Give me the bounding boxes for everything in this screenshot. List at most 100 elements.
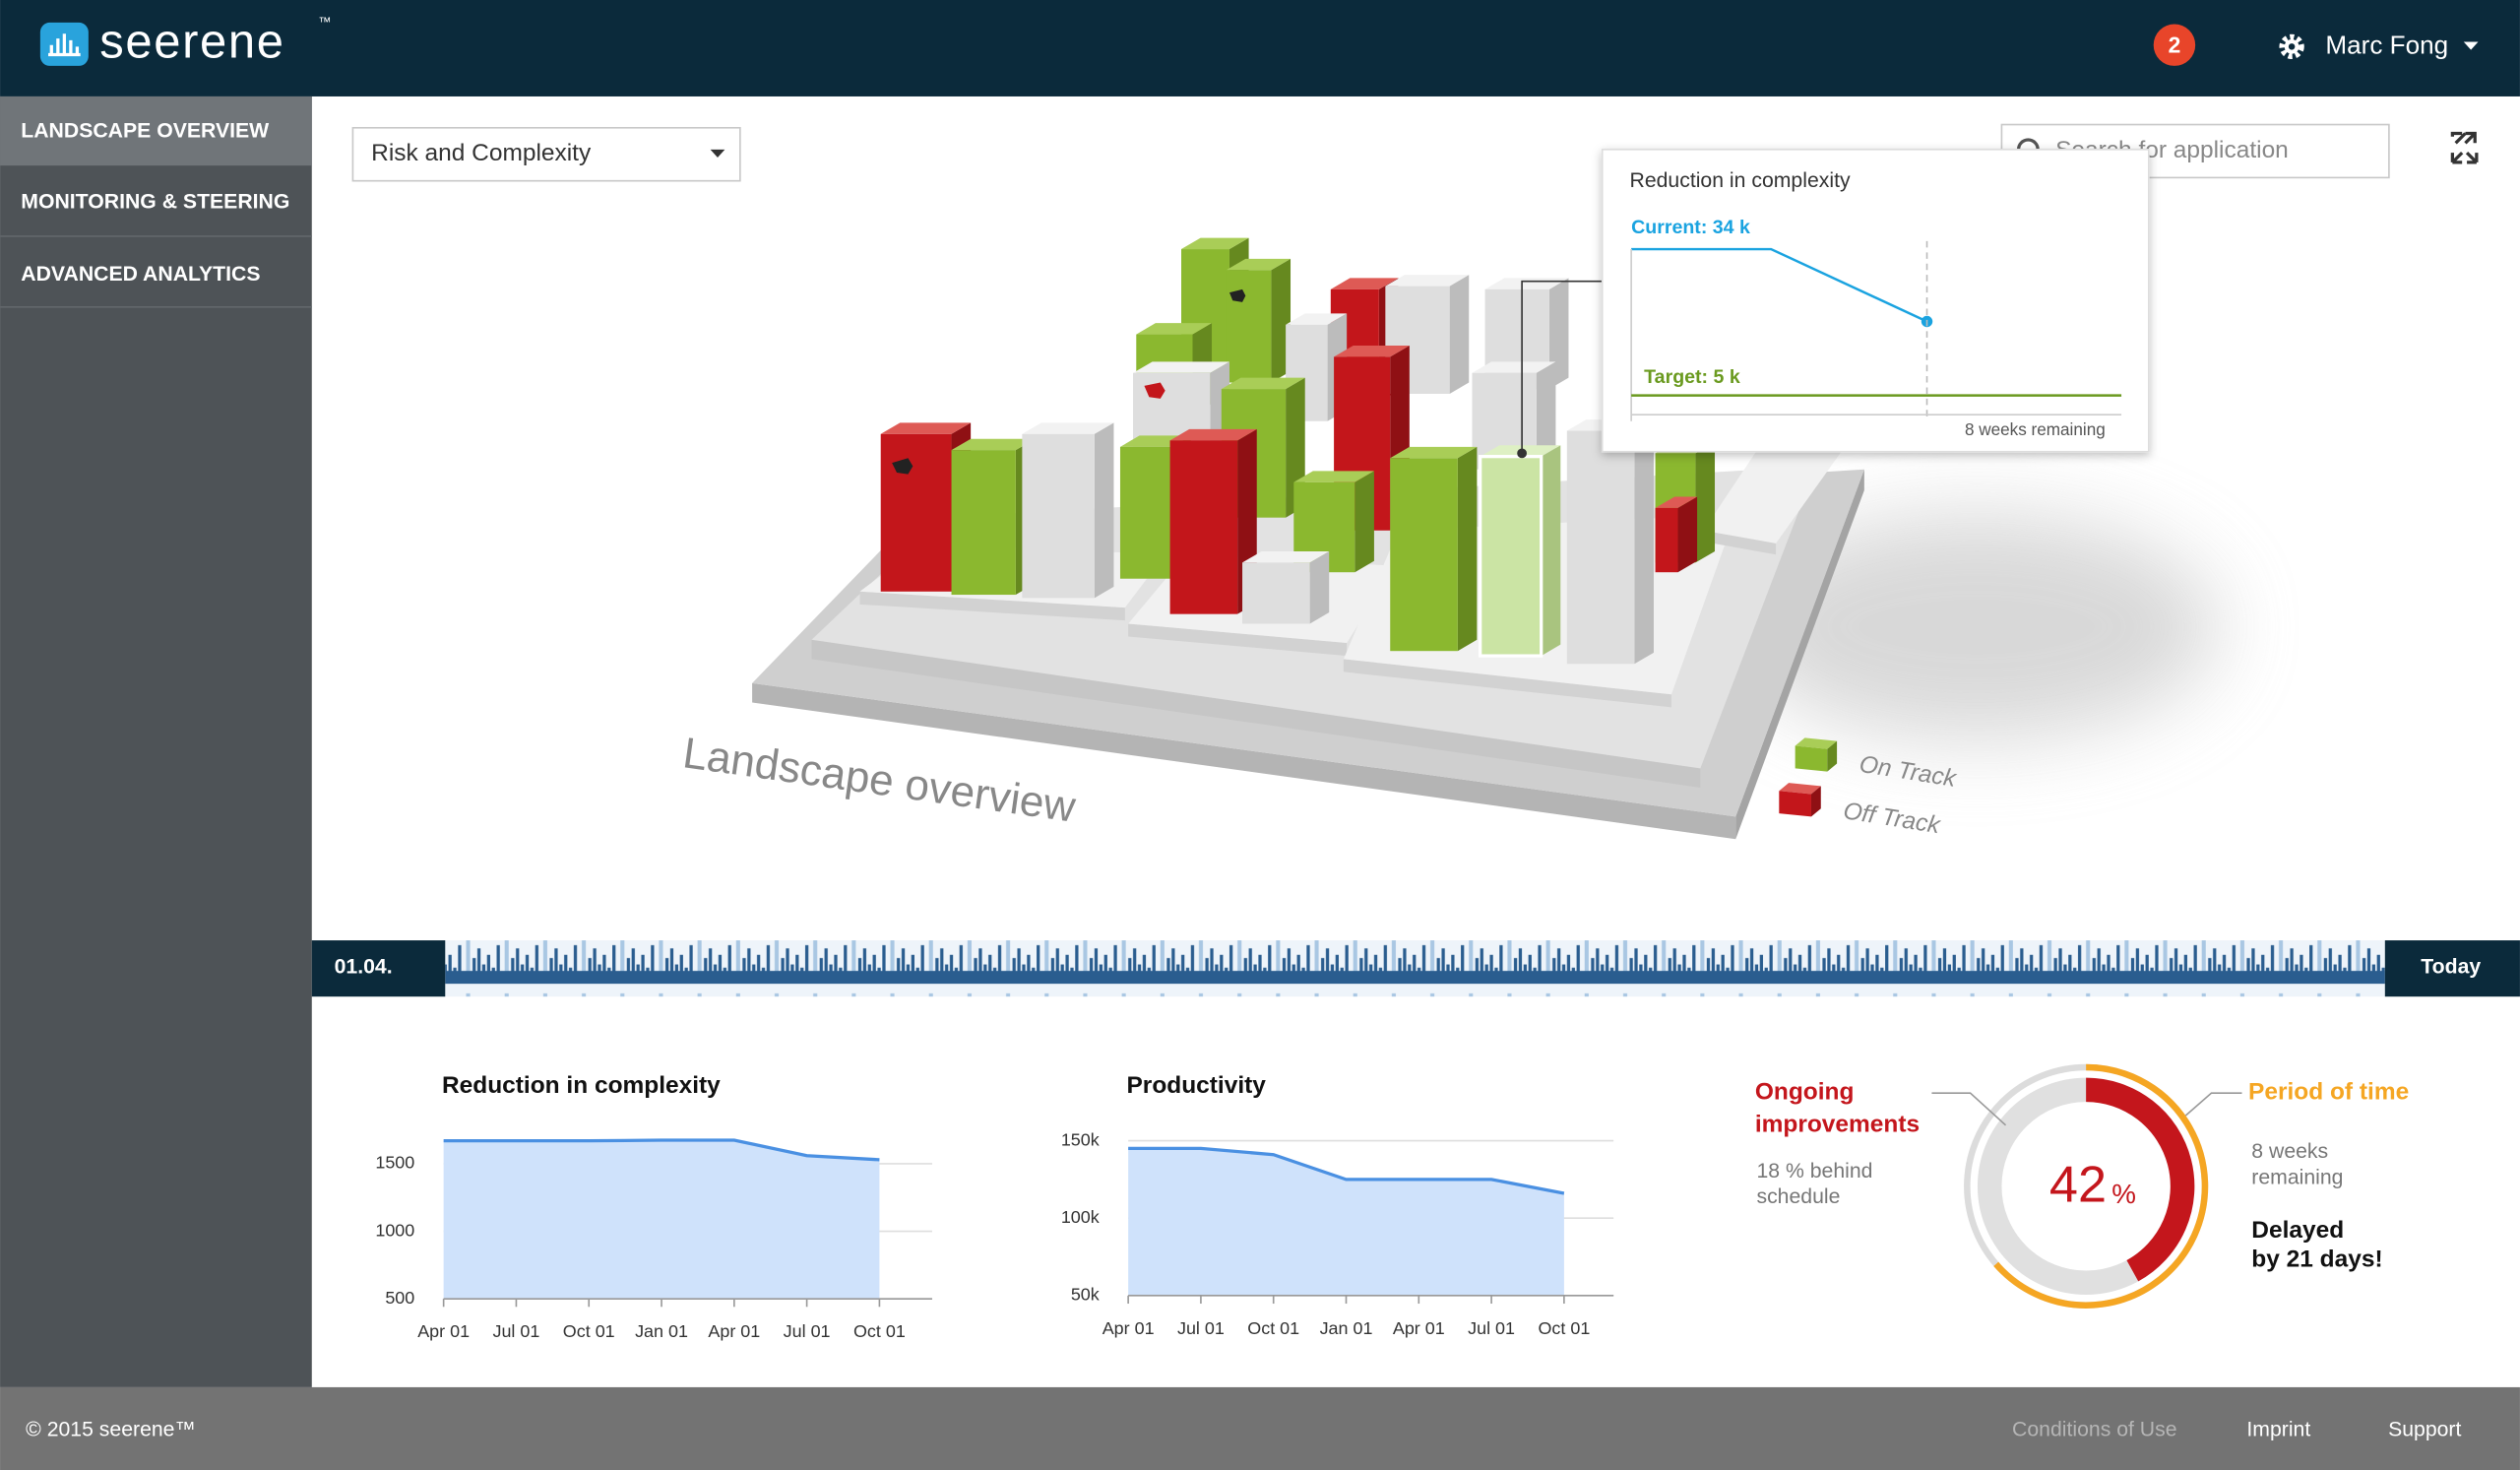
dropdown-caret xyxy=(710,149,725,158)
notification-count: 2 xyxy=(2169,32,2181,57)
nav-active xyxy=(0,96,312,166)
logo[interactable]: seerene ™ xyxy=(39,14,331,69)
gauge-alert: by 21 days! xyxy=(2251,1246,2382,1272)
legend-swatch-top xyxy=(1795,737,1838,749)
chart-title: Productivity xyxy=(1126,1072,1266,1099)
dropdown[interactable] xyxy=(351,126,741,182)
gauge-value xyxy=(2085,1077,2195,1282)
tooltip-remaining: 8 weeks remaining xyxy=(1965,419,2106,439)
building xyxy=(1566,430,1635,665)
x-tick-label: Apr 01 xyxy=(708,1321,760,1341)
building-top xyxy=(1286,313,1348,325)
nav-item[interactable]: LANDSCAPE OVERVIEW xyxy=(21,119,269,142)
gauge-value-label: 42 xyxy=(2049,1156,2107,1213)
tooltip-current: Current: 34 k xyxy=(1631,217,1750,238)
legend-label: Off Track xyxy=(1842,798,1944,839)
user-name[interactable]: Marc Fong xyxy=(2325,30,2448,59)
building-top xyxy=(1136,323,1213,335)
building-side xyxy=(1094,422,1114,599)
user-caret[interactable] xyxy=(2463,41,2479,50)
tile-side xyxy=(1703,530,1777,555)
area xyxy=(443,1139,880,1300)
building xyxy=(1022,433,1095,599)
building-side xyxy=(1695,441,1716,563)
gauge-period xyxy=(1993,1063,2209,1309)
gauge-left-title: Ongoing xyxy=(1755,1079,1855,1106)
building-side xyxy=(1449,275,1470,394)
building-side xyxy=(1457,446,1478,652)
copyright: © 2015 seerene™ xyxy=(26,1419,196,1441)
logo-bars xyxy=(48,33,81,57)
footer-link[interactable]: Imprint xyxy=(2246,1419,2310,1441)
building-top xyxy=(1472,361,1556,373)
building-top xyxy=(1226,258,1292,271)
building xyxy=(1479,455,1544,658)
building-top xyxy=(880,422,972,434)
nav-item[interactable]: MONITORING & STEERING xyxy=(21,190,289,213)
legend-swatch-side xyxy=(1810,786,1821,817)
footer xyxy=(0,1386,2520,1470)
x-tick-label: Oct 01 xyxy=(1247,1318,1299,1338)
y-tick-label: 50k xyxy=(1071,1285,1100,1305)
building-side xyxy=(1677,496,1698,573)
legend-swatch-side xyxy=(1827,740,1838,772)
gauge-alert: Delayed xyxy=(2251,1217,2344,1244)
landscape-title: Landscape overview xyxy=(680,729,1079,831)
building-top xyxy=(1655,496,1698,508)
building-top xyxy=(1221,377,1305,390)
timeline-start xyxy=(311,940,446,997)
nav-item[interactable]: ADVANCED ANALYTICS xyxy=(21,263,260,286)
tile xyxy=(1703,433,1849,543)
building-side xyxy=(1354,471,1374,573)
gauge-left-note: 18 % behind xyxy=(1756,1160,1872,1182)
building-top xyxy=(1330,278,1399,289)
x-tick-label: Jan 01 xyxy=(635,1321,688,1341)
building-top xyxy=(1022,422,1114,434)
notification-badge[interactable] xyxy=(2153,24,2196,66)
building-top xyxy=(1133,361,1229,373)
timeline-end xyxy=(2384,940,2520,997)
y-tick-label: 1500 xyxy=(375,1153,414,1173)
timeline[interactable] xyxy=(445,940,2385,997)
footer-link[interactable]: Support xyxy=(2388,1419,2461,1441)
building-top xyxy=(1169,428,1257,441)
building-side xyxy=(1309,550,1330,624)
fullscreen-icon[interactable] xyxy=(2450,131,2479,164)
gauge-right-title: Period of time xyxy=(2248,1079,2409,1106)
y-tick-label: 150k xyxy=(1061,1129,1100,1149)
timeline-start-label: 01.04. xyxy=(335,955,393,978)
platform-side xyxy=(1735,469,1864,840)
footer-link[interactable]: Conditions of Use xyxy=(2012,1419,2176,1441)
x-tick-label: Apr 01 xyxy=(417,1321,470,1341)
x-tick-label: Jul 01 xyxy=(1177,1318,1225,1338)
legend-swatch xyxy=(1779,791,1811,817)
building xyxy=(1169,440,1238,614)
building-side xyxy=(1541,445,1561,657)
building xyxy=(1242,562,1310,624)
gauge-left-note: schedule xyxy=(1756,1185,1840,1208)
gauge-right-note: remaining xyxy=(2251,1166,2343,1188)
building xyxy=(1390,458,1458,652)
settings-icon[interactable] xyxy=(2279,33,2304,59)
sidebar xyxy=(0,96,312,1387)
legend-swatch-top xyxy=(1779,783,1821,795)
tooltip-connector xyxy=(1521,280,1603,454)
building xyxy=(1119,446,1172,579)
x-tick-label: Oct 01 xyxy=(853,1321,906,1341)
platform-side xyxy=(811,639,1701,788)
connector xyxy=(2184,1092,2242,1117)
gear-hole xyxy=(2288,43,2296,50)
building-top xyxy=(951,438,1036,451)
gear-teeth xyxy=(2279,33,2304,59)
icon xyxy=(892,458,914,475)
landscape-3d xyxy=(752,237,2219,840)
y-tick-label: 100k xyxy=(1061,1207,1100,1227)
x-tick-label: Oct 01 xyxy=(563,1321,615,1341)
tooltip-title: Reduction in complexity xyxy=(1629,169,1850,192)
connector xyxy=(1931,1092,2007,1126)
platform-side xyxy=(752,682,1736,840)
building-top xyxy=(1385,275,1470,287)
legend-swatch xyxy=(1795,745,1828,772)
gauge-unit: % xyxy=(2111,1179,2136,1209)
